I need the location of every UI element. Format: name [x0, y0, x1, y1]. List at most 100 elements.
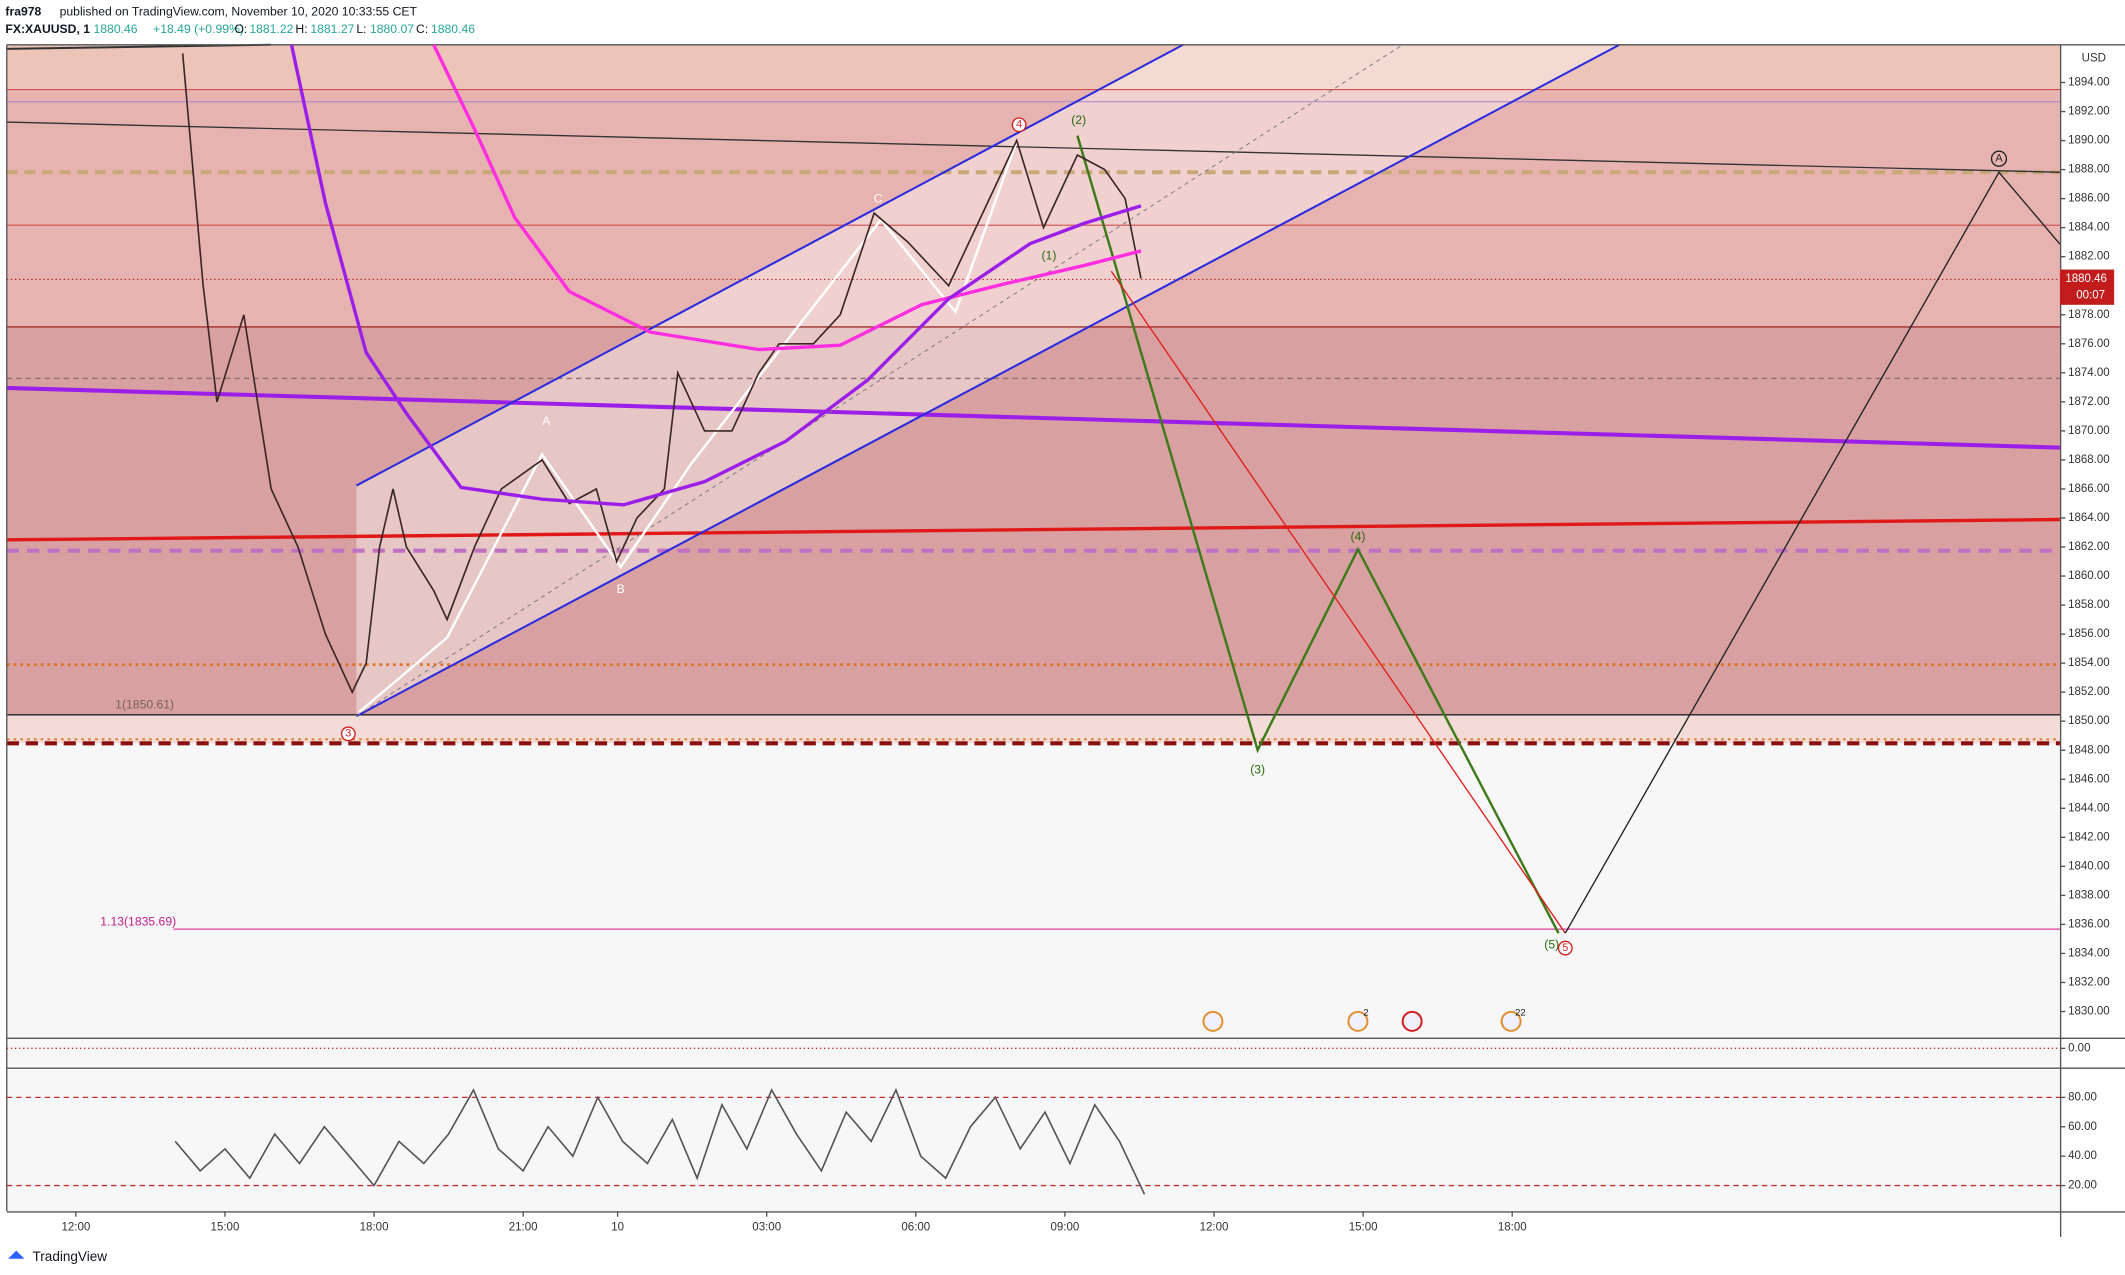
x-tick-label: 10 [611, 1222, 624, 1234]
trend-line [6, 121, 2060, 173]
wave-label: (2) [1071, 113, 1086, 127]
y-tick-label: 1864.00 [2068, 512, 2110, 524]
event-icons [1202, 1010, 1522, 1032]
wave-circle [340, 726, 356, 742]
y-tick-label: 1892.00 [2068, 106, 2110, 118]
y-tick-label: 1872.00 [2068, 396, 2110, 408]
event-count: 2 [1363, 1008, 1368, 1019]
wave-circle [1990, 150, 2008, 167]
event-icon[interactable] [1202, 1010, 1224, 1032]
channel-line [355, 43, 1620, 718]
y-tick-label: 1836.00 [2068, 918, 2110, 930]
price-badge [2059, 269, 2115, 305]
wave-abc [358, 142, 1018, 714]
y-tick-label: 1870.00 [2068, 425, 2110, 437]
countdown: 00:07 [2076, 289, 2105, 301]
channel-line [355, 43, 1184, 487]
symbol: FX:XAUUSD, 1 [5, 22, 90, 36]
x-tick-label: 15:00 [1349, 1222, 1378, 1234]
y-tick-label: 1844.00 [2068, 802, 2110, 814]
y-tick-label: 1834.00 [2068, 947, 2110, 959]
y-tick-label: 60.00 [2068, 1121, 2097, 1133]
target-line [1110, 270, 1566, 934]
y-tick-label: 1830.00 [2068, 1006, 2110, 1018]
x-tick-label: 18:00 [360, 1222, 389, 1234]
y-tick-label: 1852.00 [2068, 686, 2110, 698]
x-tick-label: 15:00 [211, 1222, 240, 1234]
x-tick-label: 09:00 [1051, 1222, 1080, 1234]
x-tick-label: 21:00 [509, 1222, 538, 1234]
y-tick-label: 80.00 [2068, 1091, 2097, 1103]
y-tick-label: 1886.00 [2068, 193, 2110, 205]
y-tick-label: 1890.00 [2068, 135, 2110, 147]
y-tick-label: 1874.00 [2068, 367, 2110, 379]
wave-label: (3) [1250, 763, 1265, 777]
author: fra978 [5, 4, 41, 18]
wave-label: 5 [1562, 942, 1568, 954]
wave-label: (4) [1350, 529, 1365, 543]
published: published on TradingView.com, November 1… [60, 4, 418, 18]
series-line [174, 1087, 1146, 1195]
wave-label: A [1995, 153, 2003, 165]
currency: USD [2082, 52, 2106, 64]
y-tick-label: 1888.00 [2068, 164, 2110, 176]
wave-projection [1076, 135, 1560, 934]
y-tick-label: 1894.00 [2068, 77, 2110, 89]
y-tick-label: 0.00 [2068, 1042, 2090, 1054]
wave-label: 3 [345, 728, 351, 740]
trend-line [6, 517, 2060, 542]
wave-label: (5) [1544, 938, 1559, 952]
wave-label: 4 [1016, 119, 1022, 131]
wave-label: (1) [1041, 249, 1056, 263]
price-badge-label: 1880.46 [2065, 273, 2107, 285]
trend-line [6, 385, 2061, 450]
series-line [289, 44, 1142, 507]
y-tick-label: 1846.00 [2068, 773, 2110, 785]
ohlc-key: L: [356, 22, 366, 36]
y-tick-label: 1876.00 [2068, 338, 2110, 350]
y-tick-label: 1858.00 [2068, 599, 2110, 611]
y-tick-label: 1878.00 [2068, 309, 2110, 321]
y-tick-label: 1882.00 [2068, 251, 2110, 263]
ohlc-key: O: [234, 22, 247, 36]
y-tick-label: 1848.00 [2068, 744, 2110, 756]
y-tick-label: 1856.00 [2068, 628, 2110, 640]
x-tick-label: 18:00 [1498, 1222, 1527, 1234]
y-tick-label: 1850.00 [2068, 715, 2110, 727]
y-tick-label: 1860.00 [2068, 570, 2110, 582]
last-price: 1880.46 [94, 22, 138, 36]
event-icon[interactable] [1347, 1010, 1369, 1032]
event-icon[interactable] [1401, 1010, 1423, 1032]
x-tick-label: 12:00 [61, 1222, 90, 1234]
rsi-pane [6, 1070, 2060, 1212]
event-icon[interactable] [1500, 1010, 1522, 1032]
brand: TradingView [33, 1249, 108, 1264]
ohlc-value: 1881.22 [249, 22, 293, 36]
zone [6, 326, 2060, 715]
plot [6, 44, 2060, 1195]
y-tick-label: 1854.00 [2068, 657, 2110, 669]
logo [8, 1250, 25, 1259]
wave-circle [1011, 117, 1027, 133]
x-tick-label: 03:00 [752, 1222, 781, 1234]
y-tick-label: 1842.00 [2068, 831, 2110, 843]
ohlc-value: 1881.27 [310, 22, 354, 36]
y-tick-label: 1838.00 [2068, 889, 2110, 901]
y-tick-label: 1832.00 [2068, 977, 2110, 989]
ohlc-key: H: [295, 22, 307, 36]
channel-mid [356, 44, 1403, 717]
y-tick-label: 20.00 [2068, 1180, 2097, 1192]
wave-label: C [874, 192, 883, 206]
wave-circle [1557, 940, 1573, 956]
series-line [181, 53, 1142, 695]
y-tick-label: 1884.00 [2068, 222, 2110, 234]
y-tick-label: 1840.00 [2068, 860, 2110, 872]
x-tick-label: 06:00 [901, 1222, 930, 1234]
event-count: 22 [1515, 1008, 1526, 1019]
ohlc-value: 1880.07 [370, 22, 414, 36]
ohlc-key: C: [416, 22, 428, 36]
wave-label: A [542, 414, 551, 428]
y-tick-label: 1866.00 [2068, 483, 2110, 495]
